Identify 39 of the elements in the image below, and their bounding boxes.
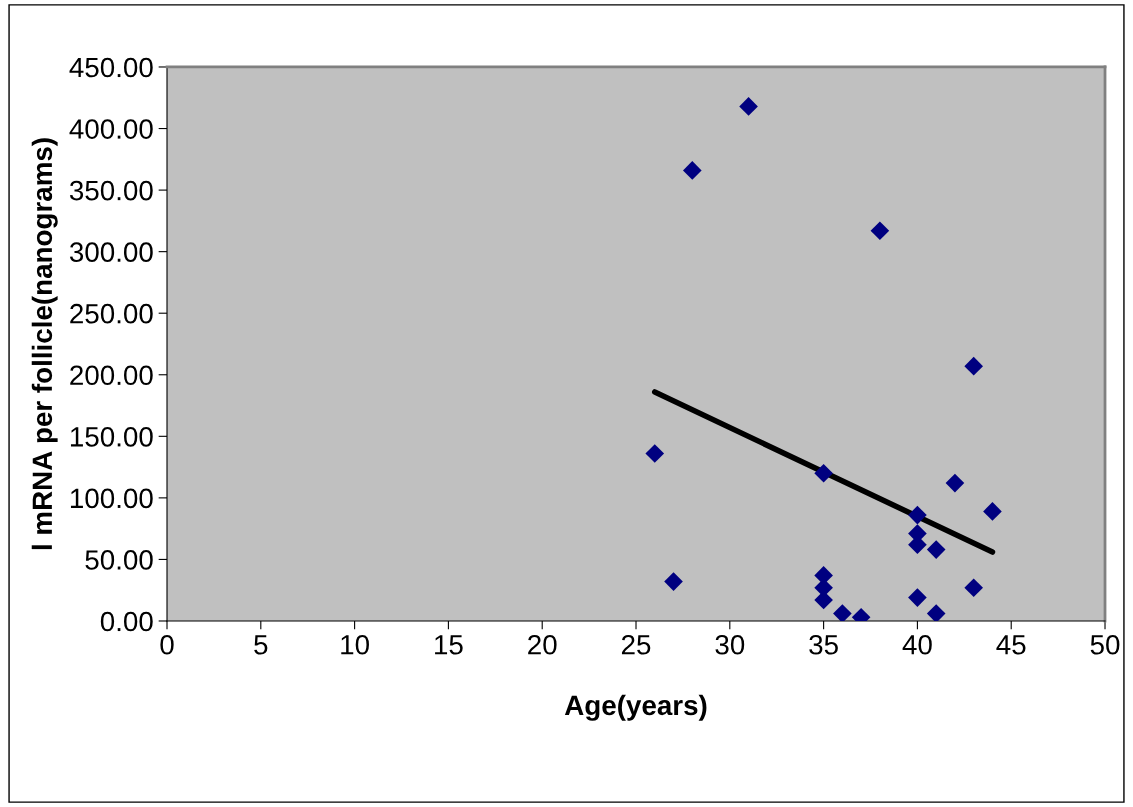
point (964, 356, 984, 376)
x-tick-label: 45 (996, 635, 1026, 655)
y-tick-label: 150.00 (70, 426, 153, 447)
x-tick-label: 5 (254, 635, 268, 655)
y-tick-label: 250.00 (70, 303, 153, 324)
point (645, 444, 665, 463)
point (870, 221, 890, 241)
point (908, 588, 927, 607)
point (664, 572, 683, 591)
point (814, 590, 833, 610)
x-tick-label: 50 (1090, 634, 1120, 655)
y-tick-label: 100.00 (70, 488, 153, 509)
point (983, 502, 1002, 521)
point (964, 578, 984, 598)
y-tick-label: 50.00 (85, 550, 153, 570)
x-tick-label: 0 (160, 634, 174, 655)
x-tick-label: 35 (809, 634, 838, 655)
point (926, 604, 946, 621)
x-tick-label: 40 (902, 634, 932, 655)
point (945, 473, 965, 493)
y-tick-label: 450.00 (69, 57, 153, 78)
point (682, 161, 702, 180)
y-tick-label: 300.00 (69, 242, 153, 262)
x-tick-label: 15 (435, 635, 463, 655)
x-axis-title: Age(years) (564, 694, 707, 721)
point (814, 463, 833, 483)
x-tick-label: 25 (621, 634, 651, 655)
point (739, 97, 758, 116)
point (908, 505, 927, 525)
point (926, 540, 946, 559)
x-tick-label: 30 (715, 634, 745, 655)
y-axis-title: l mRNA per follicle(nanograms) (31, 138, 58, 550)
point (833, 604, 852, 621)
y-tick-label: 400.00 (69, 119, 153, 139)
y-tick-label: 350.00 (69, 180, 153, 201)
y-tick-label: 200.00 (70, 365, 153, 386)
x-tick-label: 10 (341, 634, 369, 655)
x-tick-label: 20 (528, 634, 557, 655)
y-tick-label: 0.00 (100, 611, 153, 632)
